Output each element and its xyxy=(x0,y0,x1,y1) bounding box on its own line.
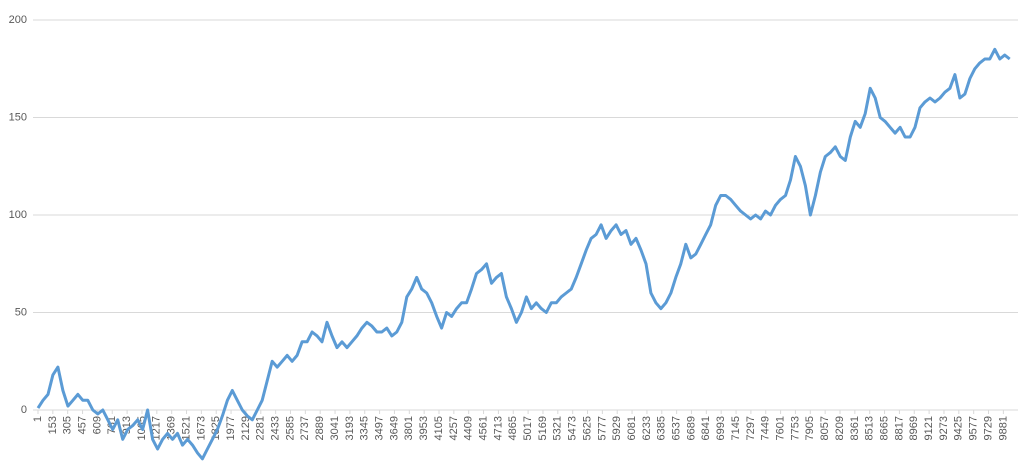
y-tick-label: 0 xyxy=(21,404,27,416)
x-tick-label: 8361 xyxy=(849,416,861,440)
x-tick-label: 3497 xyxy=(373,416,385,440)
x-tick-label: 7145 xyxy=(730,416,742,440)
x-tick-label: 1977 xyxy=(225,416,237,440)
x-tick-label: 5017 xyxy=(522,416,534,440)
x-tick-label: 2281 xyxy=(255,416,267,440)
x-tick-label: 2585 xyxy=(284,416,296,440)
y-tick-label: 150 xyxy=(9,111,27,123)
x-tick-label: 1217 xyxy=(151,416,163,440)
x-tick-label: 6841 xyxy=(700,416,712,440)
x-tick-label: 9881 xyxy=(997,416,1009,440)
x-tick-label: 8057 xyxy=(819,416,831,440)
x-tick-label: 1673 xyxy=(195,416,207,440)
x-tick-label: 6233 xyxy=(641,416,653,440)
x-tick-label: 7449 xyxy=(760,416,772,440)
x-tick-label: 8665 xyxy=(878,416,890,440)
x-tick-label: 3345 xyxy=(359,416,371,440)
x-tick-label: 3193 xyxy=(344,416,356,440)
x-tick-label: 5169 xyxy=(537,416,549,440)
x-tick-label: 3041 xyxy=(329,416,341,440)
x-tick-label: 5625 xyxy=(581,416,593,440)
x-tick-label: 5473 xyxy=(567,416,579,440)
x-tick-label: 3649 xyxy=(388,416,400,440)
x-tick-label: 6689 xyxy=(685,416,697,440)
x-tick-label: 2889 xyxy=(314,416,326,440)
x-tick-label: 1 xyxy=(32,416,44,422)
x-tick-label: 9121 xyxy=(923,416,935,440)
x-tick-label: 913 xyxy=(121,416,133,434)
x-tick-label: 7601 xyxy=(775,416,787,440)
x-tick-label: 153 xyxy=(47,416,59,434)
x-tick-label: 5321 xyxy=(552,416,564,440)
x-tick-label: 8513 xyxy=(864,416,876,440)
x-tick-label: 457 xyxy=(76,416,88,434)
x-tick-label: 1521 xyxy=(180,416,192,440)
x-tick-label: 4561 xyxy=(477,416,489,440)
x-tick-label: 2737 xyxy=(299,416,311,440)
x-tick-label: 2129 xyxy=(240,416,252,440)
x-tick-label: 9273 xyxy=(938,416,950,440)
x-tick-label: 9729 xyxy=(982,416,994,440)
x-tick-label: 6385 xyxy=(656,416,668,440)
x-tick-label: 8969 xyxy=(908,416,920,440)
x-tick-label: 6081 xyxy=(626,416,638,440)
x-tick-label: 8209 xyxy=(834,416,846,440)
x-tick-label: 609 xyxy=(91,416,103,434)
x-tick-label: 4257 xyxy=(448,416,460,440)
x-tick-label: 305 xyxy=(62,416,74,434)
x-tick-label: 7753 xyxy=(789,416,801,440)
line-series xyxy=(36,47,1011,461)
x-tick-label: 4865 xyxy=(507,416,519,440)
x-tick-label: 6993 xyxy=(715,416,727,440)
x-tick-label: 4409 xyxy=(463,416,475,440)
y-tick-label: 50 xyxy=(15,306,27,318)
x-tick-label: 8817 xyxy=(893,416,905,440)
x-tick-label: 7905 xyxy=(804,416,816,440)
x-tick-label: 2433 xyxy=(270,416,282,440)
x-tick-label: 3953 xyxy=(418,416,430,440)
x-tick-label: 7297 xyxy=(745,416,757,440)
x-tick-label: 5929 xyxy=(611,416,623,440)
y-tick-label: 100 xyxy=(9,209,27,221)
x-tick-label: 9425 xyxy=(953,416,965,440)
x-tick-label: 4105 xyxy=(433,416,445,440)
x-tick-label: 6537 xyxy=(671,416,683,440)
x-tick-label: 4713 xyxy=(492,416,504,440)
y-tick-label: 200 xyxy=(9,14,27,26)
x-tick-label: 3801 xyxy=(403,416,415,440)
x-tick-label: 5777 xyxy=(596,416,608,440)
x-tick-label: 9577 xyxy=(968,416,980,440)
